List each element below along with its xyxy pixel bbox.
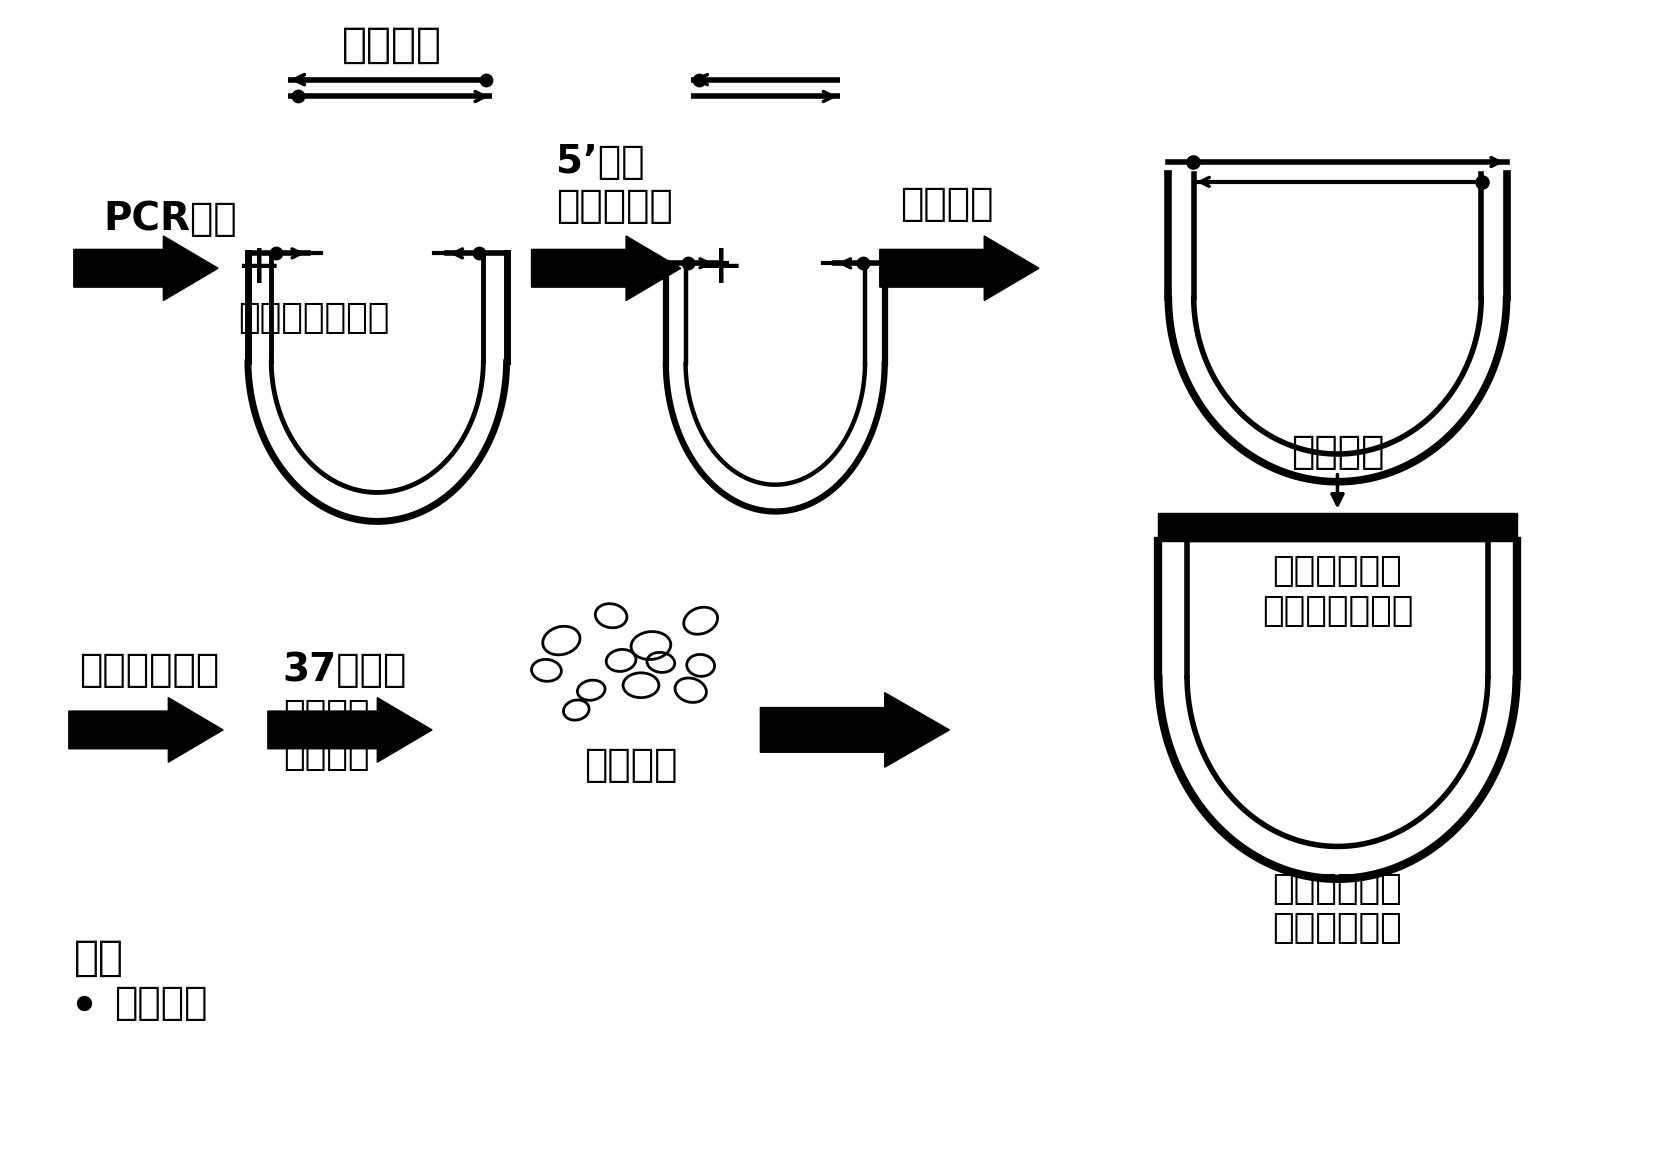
FancyArrow shape bbox=[73, 236, 218, 301]
Text: 目标基因: 目标基因 bbox=[342, 24, 442, 66]
FancyArrow shape bbox=[880, 236, 1039, 301]
Point bbox=[262, 244, 288, 262]
Point bbox=[285, 87, 312, 106]
Point bbox=[685, 71, 712, 89]
Point bbox=[1180, 153, 1207, 172]
Text: 目标基因: 目标基因 bbox=[1290, 433, 1384, 471]
Text: 转化大肠杆菌: 转化大肠杆菌 bbox=[78, 651, 218, 690]
Text: 杂交退火: 杂交退火 bbox=[900, 185, 994, 223]
FancyArrow shape bbox=[532, 236, 680, 301]
FancyArrow shape bbox=[68, 698, 223, 762]
Text: 线性化质粒载体: 线性化质粒载体 bbox=[238, 301, 390, 334]
Point bbox=[675, 254, 702, 273]
Text: +: + bbox=[697, 241, 743, 295]
Text: PCR扩增: PCR扩增 bbox=[103, 200, 237, 238]
Point bbox=[850, 254, 877, 273]
FancyArrow shape bbox=[760, 693, 950, 767]
Text: 含目标基因的
完整重组质粒: 含目标基因的 完整重组质粒 bbox=[1272, 872, 1402, 945]
Text: 含目标基因的
带缺口重组质粒: 含目标基因的 带缺口重组质粒 bbox=[1262, 554, 1414, 628]
Text: 5’外切
核酸酶消化: 5’外切 核酸酶消化 bbox=[557, 143, 673, 225]
Text: 重组质粒
缺口修复: 重组质粒 缺口修复 bbox=[283, 698, 370, 772]
FancyArrow shape bbox=[268, 698, 432, 762]
Point bbox=[472, 71, 498, 89]
Point bbox=[465, 244, 492, 262]
Point bbox=[1469, 173, 1495, 192]
Text: 阳性克隆: 阳性克隆 bbox=[583, 745, 678, 784]
Text: 硫代修饰: 硫代修饰 bbox=[113, 983, 207, 1022]
Point bbox=[70, 994, 97, 1012]
Text: 图例: 图例 bbox=[73, 937, 123, 979]
Text: +: + bbox=[235, 241, 282, 295]
Text: 37度培养: 37度培养 bbox=[283, 651, 407, 690]
